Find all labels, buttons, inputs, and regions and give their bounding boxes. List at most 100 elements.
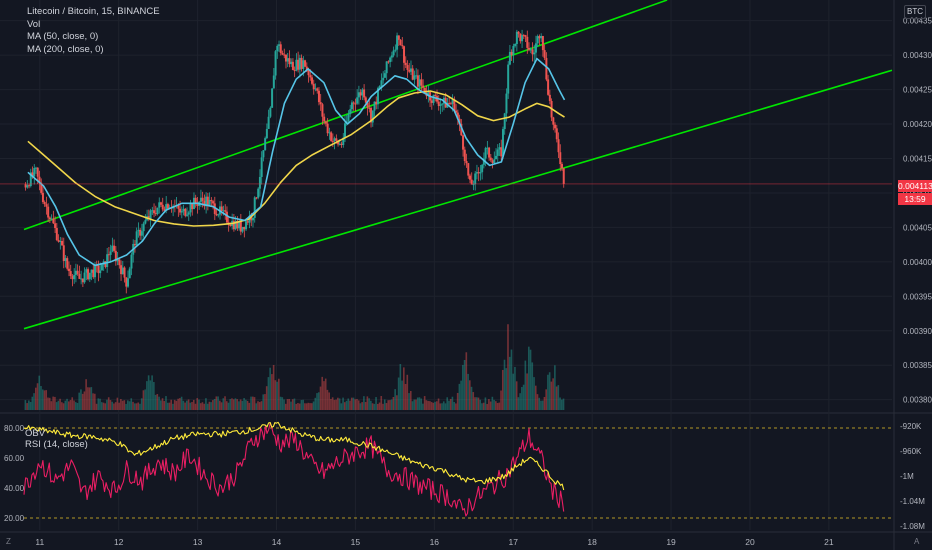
candle-body bbox=[43, 202, 46, 205]
rsi-y-tick-label: 60.00 bbox=[4, 454, 25, 463]
candle-body bbox=[371, 110, 374, 123]
candle-body bbox=[380, 80, 383, 86]
candle-body bbox=[561, 164, 564, 169]
volume-bar bbox=[500, 390, 502, 410]
candle-body bbox=[62, 245, 65, 261]
trend-channel bbox=[23, 0, 893, 330]
volume-bar bbox=[67, 401, 70, 410]
obv-y-tick-label: -1.08M bbox=[900, 522, 925, 531]
volume-bar bbox=[385, 403, 388, 410]
volume-bar bbox=[463, 359, 466, 410]
currency-unit-label[interactable]: BTC bbox=[904, 5, 926, 19]
candle-body bbox=[297, 59, 300, 70]
volume-bar bbox=[508, 356, 511, 410]
candle-body bbox=[401, 45, 404, 47]
candle-body bbox=[543, 50, 546, 59]
volume-bar bbox=[505, 368, 508, 410]
volume-bar bbox=[474, 397, 476, 410]
volume-bar bbox=[198, 399, 200, 410]
volume-bar bbox=[231, 398, 233, 410]
candle-body bbox=[61, 241, 64, 246]
volume-bar bbox=[363, 396, 365, 410]
candle-body bbox=[415, 75, 418, 77]
candle-body bbox=[512, 45, 515, 56]
candle-body bbox=[123, 267, 126, 278]
volume-bar bbox=[107, 397, 110, 410]
volume-bar bbox=[519, 393, 521, 410]
volume-bar bbox=[498, 402, 501, 410]
volume-bar bbox=[116, 397, 119, 410]
candle-body bbox=[34, 167, 37, 169]
volume-bar bbox=[383, 399, 386, 410]
candle-body bbox=[507, 64, 510, 94]
candle-body bbox=[180, 211, 183, 213]
candle-body bbox=[434, 94, 437, 97]
volume-bar bbox=[99, 398, 101, 410]
candle-body bbox=[258, 176, 261, 189]
candle-body bbox=[55, 228, 58, 241]
candle-body bbox=[286, 58, 289, 62]
volume-bar bbox=[404, 383, 407, 410]
legend-rsi[interactable]: RSI (14, close) bbox=[25, 439, 88, 450]
legend-obv[interactable]: OBV bbox=[25, 428, 46, 439]
volume-bar bbox=[208, 401, 211, 410]
channel-lower-line bbox=[23, 69, 893, 330]
timezone-corner[interactable]: Z bbox=[6, 537, 11, 546]
candle-body bbox=[503, 113, 506, 130]
volume-bar bbox=[250, 396, 252, 410]
candle-body bbox=[489, 157, 492, 161]
candle-body bbox=[40, 182, 43, 193]
volume-bar bbox=[324, 378, 327, 410]
candle-body bbox=[24, 184, 27, 188]
candle-body bbox=[481, 164, 484, 173]
volume-bar bbox=[151, 375, 153, 410]
legend-volume[interactable]: Vol bbox=[27, 18, 41, 30]
candle-body bbox=[97, 265, 100, 274]
candle-body bbox=[411, 68, 414, 80]
volume-bar bbox=[232, 399, 235, 410]
volume-bar bbox=[100, 402, 103, 410]
volume-bar bbox=[462, 364, 464, 410]
candle-body bbox=[529, 49, 532, 51]
candle-body bbox=[470, 179, 473, 185]
candle-body bbox=[324, 121, 327, 124]
candle-body bbox=[26, 185, 29, 188]
volume-bar bbox=[140, 398, 143, 410]
candle-body bbox=[311, 77, 314, 84]
volume-bar bbox=[95, 403, 98, 410]
volume-bar bbox=[317, 392, 320, 410]
volume-bar bbox=[224, 396, 226, 410]
candle-body bbox=[205, 196, 208, 207]
candle-body bbox=[323, 116, 326, 122]
candle-body bbox=[361, 89, 364, 96]
candle-body bbox=[363, 89, 366, 98]
volume-bar bbox=[24, 400, 27, 410]
legend-ma50[interactable]: MA (50, close, 0) bbox=[27, 31, 99, 42]
candle-body bbox=[76, 270, 79, 274]
volume-bar bbox=[291, 399, 294, 410]
candle-body bbox=[307, 69, 310, 76]
volume-bar bbox=[196, 398, 199, 410]
candle-body bbox=[370, 107, 373, 123]
volume-bar bbox=[359, 403, 362, 410]
candle-body bbox=[356, 97, 359, 104]
candle-body bbox=[118, 259, 121, 266]
obv-y-tick-label: -920K bbox=[900, 422, 922, 431]
candle-body bbox=[158, 202, 161, 208]
candle-body bbox=[225, 211, 228, 223]
x-tick-label: 17 bbox=[509, 537, 519, 547]
volume-bar bbox=[415, 399, 417, 410]
candle-body bbox=[41, 192, 44, 203]
candle-body bbox=[52, 218, 55, 224]
legend-symbol[interactable]: Litecoin / Bitcoin, 15, BINANCE bbox=[27, 6, 160, 17]
volume-bar bbox=[246, 400, 249, 410]
volume-bar bbox=[479, 399, 482, 410]
legend-ma200[interactable]: MA (200, close, 0) bbox=[27, 43, 104, 55]
auto-scale-corner[interactable]: A bbox=[914, 537, 920, 546]
candle-body bbox=[187, 212, 190, 215]
volume-bar bbox=[307, 402, 310, 410]
candle-body bbox=[238, 221, 241, 229]
candle-body bbox=[149, 210, 152, 220]
